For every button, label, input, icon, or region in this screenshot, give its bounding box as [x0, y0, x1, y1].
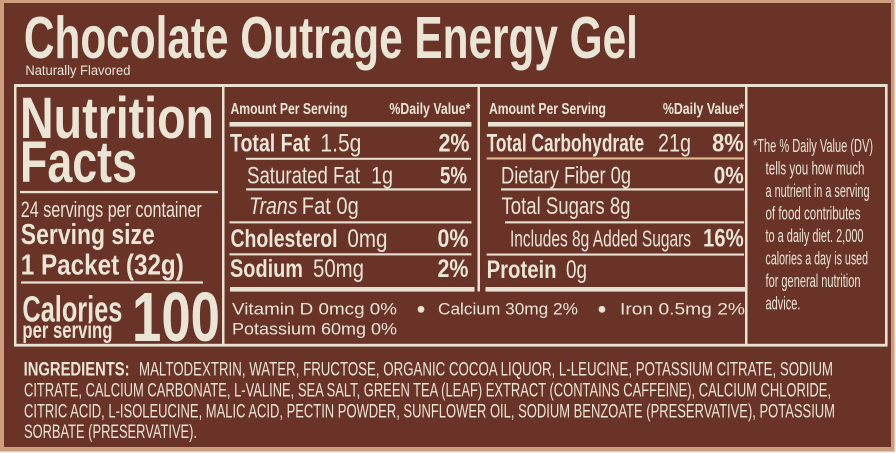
svg-text:50mg: 50mg — [313, 255, 364, 283]
svg-text:Fat 0g: Fat 0g — [302, 193, 359, 220]
svg-text:Iron 0.5mg 2%: Iron 0.5mg 2% — [620, 299, 745, 318]
svg-text:Naturally Flavored: Naturally Flavored — [25, 63, 130, 78]
svg-text:1 Packet (32g): 1 Packet (32g) — [21, 249, 184, 281]
svg-text:calories a day is used: calories a day is used — [766, 249, 869, 269]
svg-text:MALTODEXTRIN, WATER, FRUCTOSE,: MALTODEXTRIN, WATER, FRUCTOSE, ORGANIC C… — [139, 360, 833, 381]
svg-text:Amount Per Serving: Amount Per Serving — [489, 101, 606, 118]
svg-text:for general nutrition: for general nutrition — [766, 271, 861, 291]
svg-text:100: 100 — [132, 278, 220, 356]
svg-text:Vitamin D 0mcg 0%: Vitamin D 0mcg 0% — [232, 299, 397, 318]
svg-text:16%: 16% — [703, 225, 744, 253]
svg-text:Calcium 30mg 2%: Calcium 30mg 2% — [438, 299, 578, 318]
svg-text:CITRIC ACID, L-ISOLEUCINE, MAL: CITRIC ACID, L-ISOLEUCINE, MALIC ACID, P… — [24, 401, 835, 422]
svg-text:Sodium: Sodium — [230, 255, 303, 283]
svg-text:Total Sugars 8g: Total Sugars 8g — [502, 193, 631, 220]
svg-text:*The % Daily Value (DV): *The % Daily Value (DV) — [753, 136, 873, 156]
svg-text:Total Carbohydrate: Total Carbohydrate — [487, 129, 645, 157]
svg-text:0%: 0% — [438, 225, 469, 253]
svg-text:%Daily Value*: %Daily Value* — [663, 101, 745, 118]
svg-text:CITRATE, CALCIUM CARBONATE, L-: CITRATE, CALCIUM CARBONATE, L-VALINE, SE… — [24, 381, 831, 402]
svg-text:Nutrition: Nutrition — [20, 86, 214, 151]
svg-text:Chocolate Outrage Energy Gel: Chocolate Outrage Energy Gel — [24, 5, 638, 71]
svg-text:0mg: 0mg — [347, 225, 387, 253]
svg-text:1g: 1g — [371, 162, 393, 189]
svg-text:2%: 2% — [439, 130, 470, 158]
svg-text:Trans: Trans — [249, 193, 298, 220]
svg-text:2%: 2% — [438, 255, 469, 283]
svg-text:24 servings per container: 24 servings per container — [21, 197, 202, 222]
svg-text:0%: 0% — [714, 163, 744, 190]
svg-text:a nutrient in a serving: a nutrient in a serving — [766, 181, 870, 201]
svg-text:tells you how much: tells you how much — [766, 159, 865, 179]
svg-text:Amount Per Serving: Amount Per Serving — [231, 101, 348, 118]
svg-text:0g: 0g — [566, 256, 587, 284]
svg-text:Protein: Protein — [487, 256, 557, 284]
svg-text:Serving size: Serving size — [21, 219, 155, 251]
svg-text:Saturated Fat: Saturated Fat — [247, 162, 360, 189]
svg-text:%Daily Value*: %Daily Value* — [389, 101, 471, 118]
svg-text:5%: 5% — [440, 162, 467, 189]
svg-text:Dietary Fiber 0g: Dietary Fiber 0g — [501, 163, 631, 190]
svg-text:Calories: Calories — [22, 289, 122, 330]
svg-text:per serving: per serving — [22, 317, 112, 343]
svg-text:Cholesterol: Cholesterol — [231, 225, 338, 253]
svg-text:of food contributes: of food contributes — [766, 204, 861, 224]
svg-text:Facts: Facts — [20, 130, 137, 195]
svg-text:21g: 21g — [658, 129, 691, 157]
svg-text:8%: 8% — [712, 129, 744, 157]
svg-text:Potassium 60mg 0%: Potassium 60mg 0% — [232, 320, 397, 339]
svg-text:INGREDIENTS:: INGREDIENTS: — [24, 360, 130, 381]
svg-text:SORBATE (PRESERVATIVE).: SORBATE (PRESERVATIVE). — [24, 422, 197, 443]
svg-text:1.5g: 1.5g — [320, 130, 361, 158]
svg-text:to a daily diet. 2,000: to a daily diet. 2,000 — [766, 226, 864, 246]
svg-text:Includes 8g Added Sugars: Includes 8g Added Sugars — [510, 226, 691, 252]
svg-text:advice.: advice. — [766, 293, 801, 313]
svg-text:Total Fat: Total Fat — [230, 130, 311, 158]
